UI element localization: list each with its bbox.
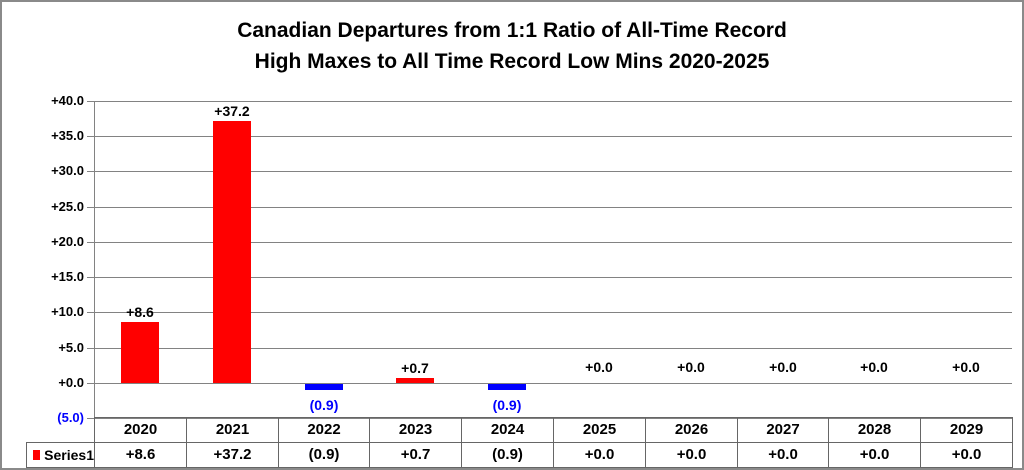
- table-value-2027: +0.0: [737, 442, 829, 468]
- table-year-2028: 2028: [828, 417, 921, 443]
- point-label-2020: +8.6: [126, 304, 154, 320]
- y-axis-label: +30.0: [51, 163, 84, 178]
- gridline: [94, 242, 1012, 243]
- gridline: [94, 171, 1012, 172]
- table-year-2024: 2024: [461, 417, 554, 443]
- bar-2024: [488, 384, 526, 390]
- y-axis-label: +10.0: [51, 304, 84, 319]
- y-axis-tick: [87, 383, 94, 384]
- y-axis-tick: [87, 101, 94, 102]
- series1-legend-swatch-icon: [33, 450, 41, 460]
- y-axis-tick: [87, 171, 94, 172]
- table-value-2023: +0.7: [369, 442, 462, 468]
- bar-2023: [396, 378, 434, 383]
- y-axis-label: +25.0: [51, 199, 84, 214]
- point-label-2021: +37.2: [214, 103, 250, 119]
- point-label-2028: +0.0: [860, 359, 888, 375]
- y-axis-tick: [87, 348, 94, 349]
- table-year-2026: 2026: [645, 417, 738, 443]
- y-axis-label: +20.0: [51, 234, 84, 249]
- chart-title: Canadian Departures from 1:1 Ratio of Al…: [2, 15, 1022, 77]
- table-value-2020: +8.6: [94, 442, 187, 468]
- table-value-2028: +0.0: [828, 442, 921, 468]
- y-axis-label: +40.0: [51, 93, 84, 108]
- table-year-2023: 2023: [369, 417, 462, 443]
- chart-title-line1: Canadian Departures from 1:1 Ratio of Al…: [237, 19, 787, 42]
- gridline: [94, 101, 1012, 102]
- chart-title-line2: High Maxes to All Time Record Low Mins 2…: [254, 50, 770, 73]
- point-label-2026: +0.0: [677, 359, 705, 375]
- gridline: [94, 277, 1012, 278]
- point-label-2023: +0.7: [401, 360, 429, 376]
- gridline: [94, 383, 1012, 384]
- y-axis-label: +15.0: [51, 269, 84, 284]
- point-label-2027: +0.0: [769, 359, 797, 375]
- table-value-2022: (0.9): [278, 442, 370, 468]
- table-year-2022: 2022: [278, 417, 370, 443]
- y-axis-label: +0.0: [58, 375, 84, 390]
- series1-legend-label: Series1: [44, 447, 94, 463]
- table-value-2021: +37.2: [186, 442, 279, 468]
- table-value-2026: +0.0: [645, 442, 738, 468]
- table-year-2021: 2021: [186, 417, 279, 443]
- table-year-2029: 2029: [920, 417, 1013, 443]
- y-axis-label: +5.0: [58, 340, 84, 355]
- gridline: [94, 312, 1012, 313]
- gridline: [94, 136, 1012, 137]
- table-value-2024: (0.9): [461, 442, 554, 468]
- bar-2022: [305, 384, 343, 390]
- table-year-2025: 2025: [553, 417, 646, 443]
- bar-2020: [121, 322, 159, 383]
- table-value-2029: +0.0: [920, 442, 1013, 468]
- y-axis-label: (5.0): [57, 410, 84, 425]
- y-axis-tick: [87, 207, 94, 208]
- y-axis-tick: [87, 312, 94, 313]
- y-axis-tick: [87, 136, 94, 137]
- y-axis-line: [94, 101, 95, 418]
- table-year-2027: 2027: [737, 417, 829, 443]
- y-axis-tick: [87, 277, 94, 278]
- y-axis-tick: [87, 418, 94, 419]
- table-value-2025: +0.0: [553, 442, 646, 468]
- y-axis-tick: [87, 242, 94, 243]
- table-year-2020: 2020: [94, 417, 187, 443]
- gridline: [94, 207, 1012, 208]
- y-axis-label: +35.0: [51, 128, 84, 143]
- legend-key-cell: Series1: [26, 442, 95, 468]
- bar-2021: [213, 121, 251, 383]
- gridline: [94, 348, 1012, 349]
- point-label-2024: (0.9): [492, 397, 522, 413]
- point-label-2025: +0.0: [585, 359, 613, 375]
- point-label-2022: (0.9): [309, 397, 339, 413]
- point-label-2029: +0.0: [952, 359, 980, 375]
